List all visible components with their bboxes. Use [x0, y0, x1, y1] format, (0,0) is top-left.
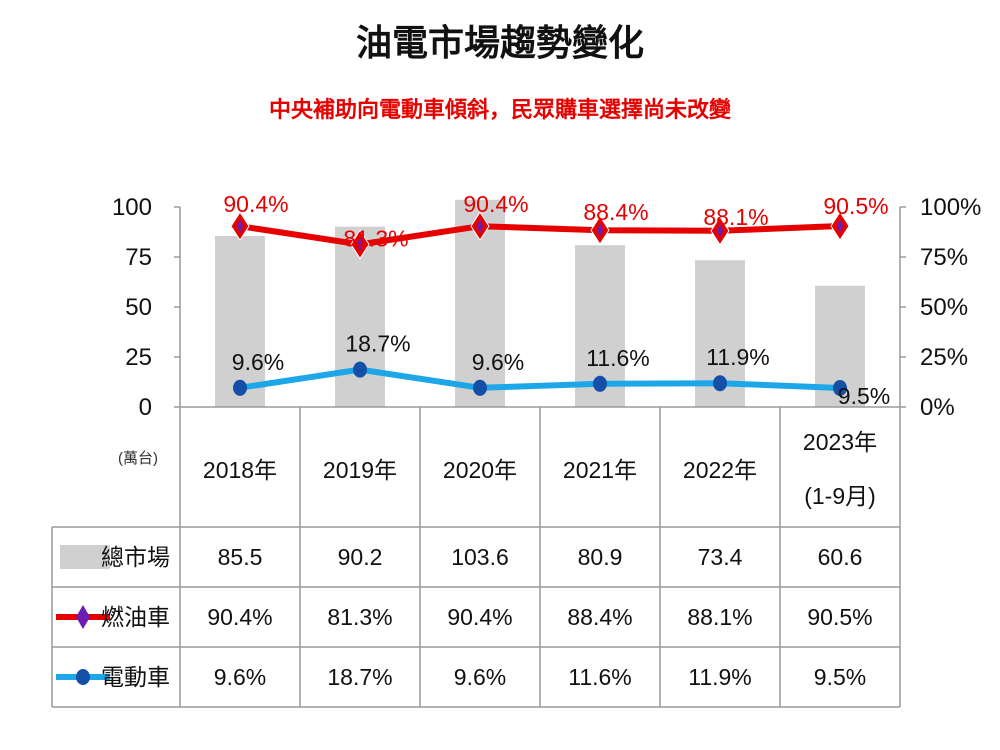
gas-car-point-core — [477, 219, 483, 234]
legend-series-name: 電動車 — [101, 664, 170, 690]
table-cell: 88.1% — [687, 604, 752, 630]
right-tick-label: 25% — [920, 344, 968, 371]
table-cell: 90.4% — [447, 604, 512, 630]
gas-car-line — [237, 223, 843, 248]
gas-car-data-label: 90.5% — [823, 193, 888, 219]
table-cell: 103.6 — [451, 544, 509, 570]
right-tick-label: 100% — [920, 194, 981, 221]
right-tick-label: 0% — [920, 394, 955, 421]
gas-car-point-core — [237, 219, 243, 234]
gas-car-point-core — [597, 223, 603, 238]
table-cell: 9.6% — [214, 664, 266, 690]
table-cell: 11.9% — [688, 664, 752, 690]
bar-total-market — [215, 236, 265, 407]
category-label: 2023年 — [803, 429, 877, 455]
left-tick-label: 0 — [139, 394, 152, 421]
table-cell: 9.6% — [454, 664, 506, 690]
table-cell: 88.4% — [567, 604, 632, 630]
table-cell: 81.3% — [327, 604, 392, 630]
category-label: 2021年 — [563, 457, 637, 483]
ev-point — [593, 375, 607, 392]
ev-point — [353, 361, 367, 378]
gas-car-data-label: 88.1% — [703, 204, 768, 230]
ev-data-label: 11.6% — [586, 345, 650, 371]
category-label: 2022年 — [683, 457, 757, 483]
chart-subtitle: 中央補助向電動車傾斜，民眾購車選擇尚未改變 — [268, 98, 731, 123]
gas-car-point-core — [717, 223, 723, 238]
category-label: 2019年 — [323, 457, 397, 483]
legend-series-name: 總市場 — [101, 544, 170, 570]
category-note: (1-9月) — [804, 483, 876, 509]
category-label: 2018年 — [203, 457, 277, 483]
left-tick-label: 75 — [125, 244, 152, 271]
left-tick-label: 25 — [125, 344, 152, 371]
table-cell: 60.6 — [818, 544, 863, 570]
gas-car-data-label: 81.3% — [343, 225, 408, 251]
table-cell: 90.4% — [207, 604, 272, 630]
table-cell: 11.6% — [568, 664, 632, 690]
ev-point — [473, 379, 487, 396]
chart-title: 油電市場趨勢變化 — [355, 23, 644, 64]
table-cell: 90.2 — [338, 544, 383, 570]
ev-data-label: 11.9% — [706, 344, 770, 370]
gas-car-data-label: 90.4% — [463, 191, 528, 217]
gas-car-data-label: 88.4% — [583, 199, 648, 225]
table-cell: 73.4 — [698, 544, 743, 570]
ev-data-label: 9.6% — [232, 349, 284, 375]
ev-data-label: 18.7% — [345, 331, 410, 357]
ev-data-label: 9.5% — [838, 383, 890, 409]
table-cell: 18.7% — [327, 664, 392, 690]
ev-point — [233, 379, 247, 396]
table-cell: 85.5 — [218, 544, 263, 570]
legend-bar-swatch — [60, 545, 110, 569]
legend-ev-marker — [76, 669, 90, 685]
ev-data-label: 9.6% — [472, 349, 524, 375]
ev-point — [833, 380, 847, 396]
gas-car-point-core — [357, 237, 363, 252]
table-cell: 80.9 — [578, 544, 623, 570]
category-label: 2020年 — [443, 457, 517, 483]
ev-line — [237, 366, 843, 391]
left-tick-label: 50 — [125, 294, 152, 321]
gas-car-point-core — [837, 219, 843, 233]
ev-point — [713, 375, 727, 392]
table-cell: 9.5% — [814, 664, 866, 690]
gas-car-data-label: 90.4% — [223, 191, 288, 217]
table-cell: 90.5% — [807, 604, 872, 630]
unit-label: (萬台) — [118, 450, 158, 467]
right-tick-label: 75% — [920, 244, 968, 271]
right-tick-label: 50% — [920, 294, 968, 321]
legend-series-name: 燃油車 — [101, 604, 170, 630]
left-tick-label: 100 — [112, 194, 152, 221]
legend-gas-marker — [76, 605, 90, 629]
